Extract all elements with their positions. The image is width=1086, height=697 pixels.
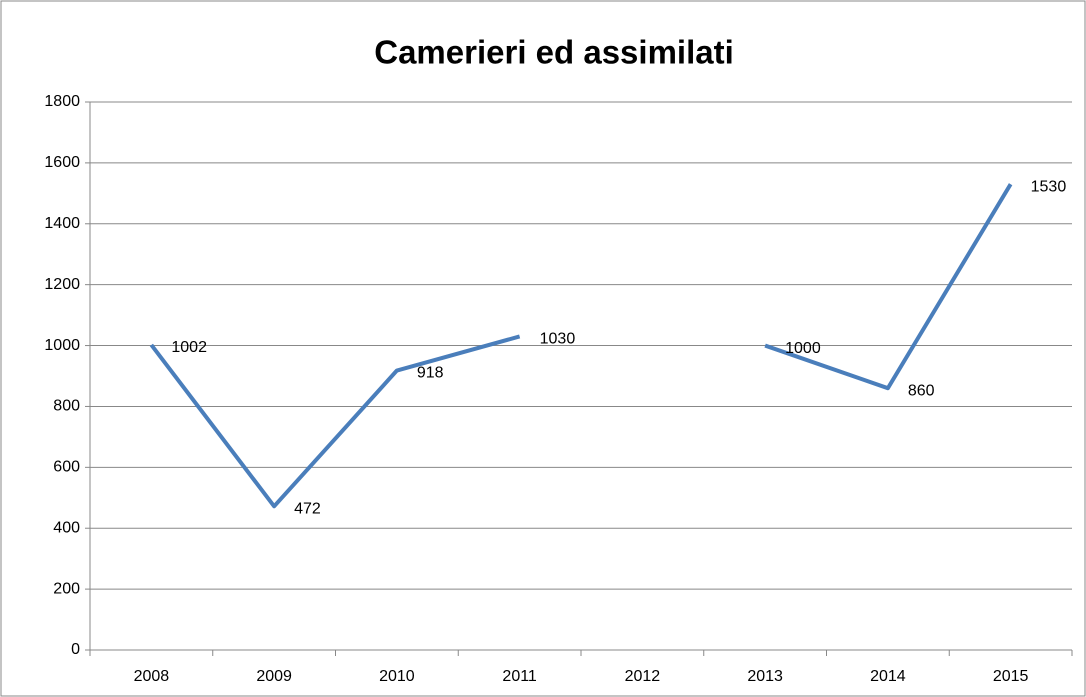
data-label: 918 xyxy=(417,365,444,382)
x-tick-label: 2014 xyxy=(870,668,906,685)
y-tick-label: 1200 xyxy=(44,276,80,293)
data-label: 1030 xyxy=(540,331,576,348)
y-tick-label: 1400 xyxy=(44,215,80,232)
data-label: 1000 xyxy=(785,340,821,357)
y-tick-label: 800 xyxy=(53,398,80,415)
data-label: 472 xyxy=(294,501,321,518)
x-tick-label: 2008 xyxy=(134,668,170,685)
y-tick-label: 200 xyxy=(53,580,80,597)
chart-title: Camerieri ed assimilati xyxy=(374,34,734,71)
x-tick-label: 2011 xyxy=(502,668,537,685)
y-tick-label: 1600 xyxy=(44,154,80,171)
y-tick-label: 1000 xyxy=(44,337,80,354)
x-tick-label: 2015 xyxy=(993,668,1029,685)
y-tick-label: 400 xyxy=(53,519,80,536)
x-tick-label: 2013 xyxy=(747,668,783,685)
x-tick-label: 2009 xyxy=(256,668,292,685)
x-tick-label: 2012 xyxy=(625,668,661,685)
data-label: 1002 xyxy=(171,339,207,356)
y-tick-label: 0 xyxy=(71,641,80,658)
x-tick-label: 2010 xyxy=(379,668,415,685)
y-tick-label: 1800 xyxy=(44,93,80,110)
data-label: 860 xyxy=(908,382,935,399)
data-label: 1530 xyxy=(1031,178,1067,195)
series-line xyxy=(149,183,1013,509)
y-tick-label: 600 xyxy=(53,459,80,476)
